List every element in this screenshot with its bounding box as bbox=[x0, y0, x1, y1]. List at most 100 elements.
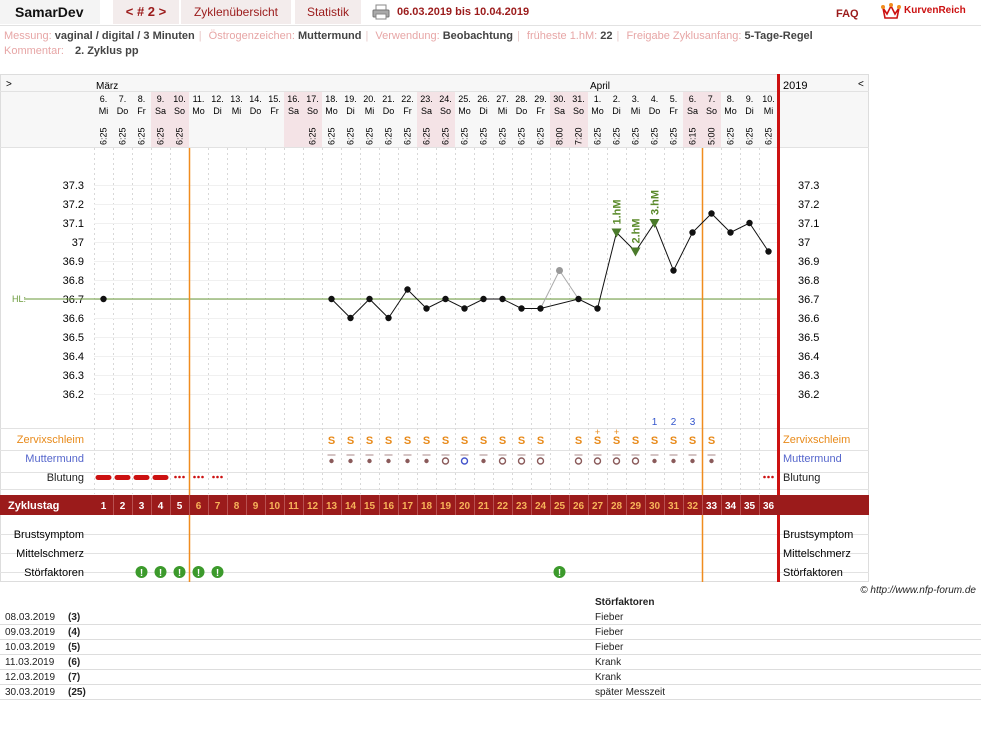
muttermund-open bbox=[498, 457, 507, 465]
blutung-dot bbox=[193, 475, 196, 479]
y-tick-label-right: 37.1 bbox=[798, 218, 819, 230]
zyklustag-number: 17 bbox=[402, 501, 414, 512]
stoerfaktor-date: 10.03.2019 bbox=[5, 642, 56, 653]
year-label: 2019 bbox=[783, 80, 807, 92]
weekday-label: Do bbox=[516, 106, 528, 116]
weekday-label: Mo bbox=[591, 106, 604, 116]
weekday-label: Sa bbox=[554, 106, 565, 116]
stoerfaktor-icon bbox=[135, 566, 148, 578]
crown-icon[interactable] bbox=[880, 2, 902, 22]
brand-name[interactable]: KurvenReich bbox=[904, 5, 966, 16]
date-label: 2. bbox=[613, 94, 621, 104]
weekday-label: Mo bbox=[724, 106, 737, 116]
date-label: 18. bbox=[325, 94, 338, 104]
temperature-point bbox=[594, 305, 601, 312]
temperature-point bbox=[423, 305, 430, 312]
time-label: 6:25 bbox=[517, 127, 527, 145]
stoerfaktoren-title: Störfaktoren bbox=[595, 597, 655, 608]
faq-link[interactable]: FAQ bbox=[836, 8, 859, 20]
tab-zyklenuebersicht[interactable]: Zyklenübersicht bbox=[181, 0, 291, 24]
weekend-col-header bbox=[417, 92, 436, 147]
time-label: 7:20 bbox=[574, 127, 584, 145]
blutung-dot bbox=[220, 475, 223, 479]
count-label: 1 bbox=[652, 417, 658, 428]
time-label: 6:25 bbox=[384, 127, 394, 145]
blutung-dot bbox=[763, 475, 766, 479]
printer-icon[interactable] bbox=[372, 4, 390, 20]
stoerfaktor-row: 30.03.2019 (25) später Messzeit bbox=[0, 685, 981, 700]
temperature-point bbox=[328, 295, 335, 303]
time-label: 6:25 bbox=[441, 127, 451, 145]
zyklustag-number: 2 bbox=[120, 501, 126, 512]
stoerfaktor-day: (6) bbox=[68, 657, 81, 668]
tab-statistik[interactable]: Statistik bbox=[295, 0, 361, 24]
verwendung-label: Verwendung: bbox=[375, 30, 440, 42]
date-label: 4. bbox=[651, 94, 659, 104]
date-label: 11. bbox=[193, 94, 205, 104]
zyklustag-number: 36 bbox=[763, 501, 775, 512]
kommentar-label: Kommentar: bbox=[4, 45, 64, 57]
muttermund-closed bbox=[367, 458, 372, 464]
weekday-label: Di bbox=[213, 106, 222, 116]
date-label: 5. bbox=[670, 94, 678, 104]
temperature-point bbox=[480, 295, 487, 303]
zyklustag-number: 30 bbox=[649, 501, 661, 512]
weekend-col-header bbox=[436, 92, 455, 147]
time-label: 6:25 bbox=[460, 127, 470, 145]
date-label: 8. bbox=[138, 94, 146, 104]
stoerfaktor-row: 11.03.2019 (6) Krank bbox=[0, 655, 981, 670]
weekday-label: Mi bbox=[365, 106, 375, 116]
nav-prev-button[interactable]: > bbox=[6, 79, 12, 90]
date-label: 6. bbox=[100, 94, 108, 104]
nav-next-button[interactable]: < bbox=[858, 79, 864, 90]
date-label: 14. bbox=[249, 94, 262, 104]
zervix-symbol: S bbox=[670, 435, 677, 447]
zervix-symbol: S bbox=[366, 435, 373, 447]
temperature-point bbox=[689, 229, 696, 236]
zyklustag-number: 25 bbox=[554, 501, 566, 512]
weekday-label: Mi bbox=[498, 106, 508, 116]
y-tick-label-right: 36.2 bbox=[798, 389, 819, 401]
date-label: 1. bbox=[594, 94, 602, 104]
zervix-symbol: S bbox=[537, 435, 544, 447]
zervix-symbol: S bbox=[632, 435, 639, 447]
row-label-mittel: Mittelschmerz bbox=[16, 548, 84, 560]
zyklustag-number: 14 bbox=[345, 501, 357, 512]
zyklustag-number: 29 bbox=[630, 501, 642, 512]
muttermund-closed bbox=[652, 458, 657, 464]
hm-triangle bbox=[649, 219, 660, 228]
y-tick-label: 36.7 bbox=[63, 294, 84, 306]
zyklustag-number: 15 bbox=[364, 501, 376, 512]
y-tick-label-right: 37.2 bbox=[798, 199, 819, 211]
zervix-symbol: S bbox=[461, 435, 468, 447]
stoerfaktor-mark: ! bbox=[216, 568, 219, 579]
stoerfaktor-day: (4) bbox=[68, 627, 81, 638]
cycle-nav[interactable]: < # 2 > bbox=[113, 0, 179, 24]
zyklustag-number: 7 bbox=[215, 501, 221, 512]
y-tick-label: 36.3 bbox=[63, 370, 84, 382]
cycle-chart: > <März April 20196.Mi6:257.Do6:258.Fr6:259… bbox=[0, 74, 869, 582]
weekday-label: So bbox=[573, 106, 584, 116]
stoerfaktor-icon bbox=[553, 566, 566, 578]
row-label-right-mittel: Mittelschmerz bbox=[783, 548, 851, 560]
time-label: 6:25 bbox=[308, 127, 318, 145]
stoerfaktor-text: Fieber bbox=[595, 627, 624, 638]
temperature-point bbox=[347, 314, 354, 322]
weekday-label: Do bbox=[383, 106, 395, 116]
temperature-point bbox=[765, 248, 772, 255]
hm-label: früheste 1.hM: bbox=[526, 30, 598, 42]
copyright[interactable]: © http://www.nfp-forum.de bbox=[860, 585, 976, 596]
time-label: 6:25 bbox=[764, 127, 774, 145]
weekday-label: Sa bbox=[687, 106, 698, 116]
weekday-label: Do bbox=[250, 106, 262, 116]
date-label: 13. bbox=[230, 94, 243, 104]
y-tick-label-right: 36.9 bbox=[798, 256, 819, 268]
zyklustag-number: 10 bbox=[269, 501, 281, 512]
time-label: 6:25 bbox=[536, 127, 546, 145]
weekday-label: Sa bbox=[421, 106, 432, 116]
user-name[interactable]: SamarDev bbox=[0, 0, 100, 24]
zervix-symbol: S bbox=[442, 435, 449, 447]
zervix-symbol: S bbox=[499, 435, 506, 447]
y-tick-label: 36.8 bbox=[63, 275, 84, 287]
y-tick-label-right: 37 bbox=[798, 237, 810, 249]
